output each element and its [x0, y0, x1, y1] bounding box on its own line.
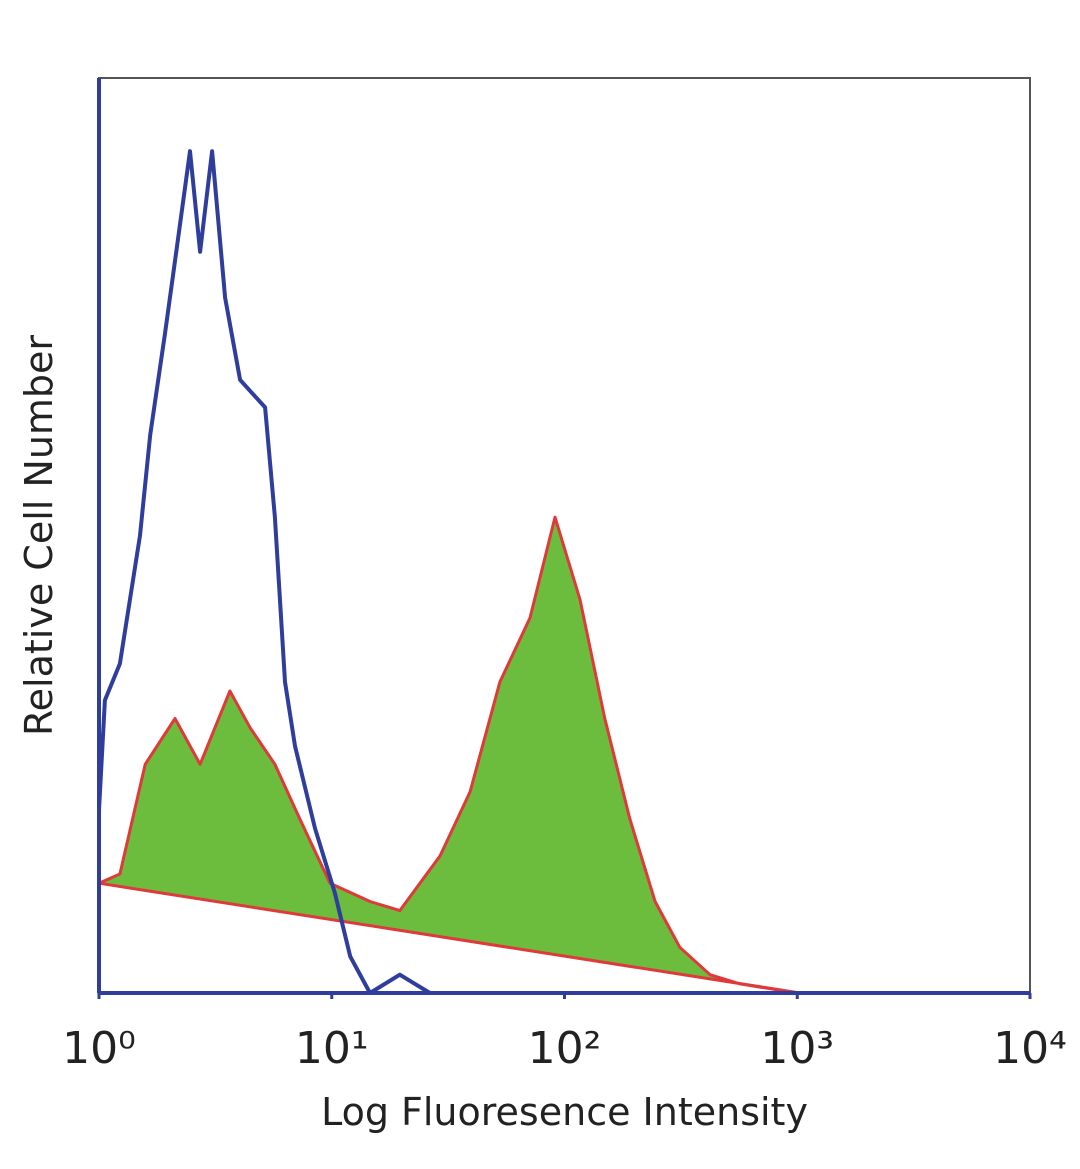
- x-tick-label: 10⁴: [993, 1023, 1067, 1074]
- x-axis-label: Log Fluoresence Intensity: [321, 1090, 808, 1134]
- y-axis-label: Relative Cell Number: [17, 335, 61, 736]
- histogram-line: [97, 149, 431, 995]
- x-tick-label: 10²: [528, 1023, 602, 1074]
- x-tick-label: 10⁰: [62, 1023, 136, 1074]
- x-tick-label: 10³: [760, 1023, 834, 1074]
- histogram-area: [97, 515, 802, 995]
- x-tick-label: 10¹: [295, 1023, 369, 1074]
